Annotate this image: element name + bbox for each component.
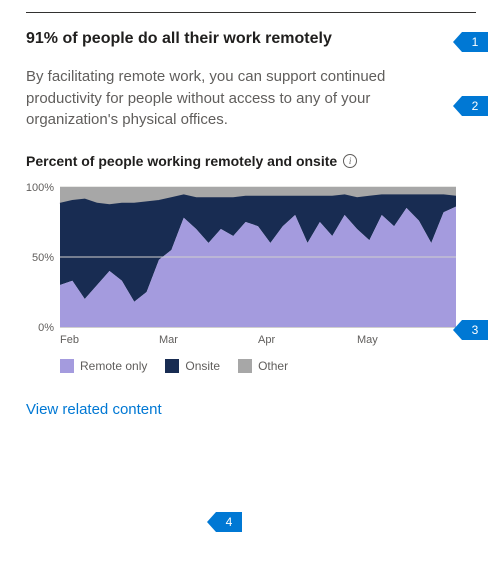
- svg-text:Apr: Apr: [258, 334, 275, 346]
- chart-title-row: Percent of people working remotely and o…: [26, 153, 476, 169]
- legend-swatch: [238, 359, 252, 373]
- description-text: By facilitating remote work, you can sup…: [26, 66, 436, 131]
- chart-svg: 0%50%100%FebMarAprMayJun: [26, 179, 456, 349]
- svg-text:May: May: [357, 334, 378, 346]
- annotation-callout-3: 3: [462, 320, 488, 340]
- svg-text:50%: 50%: [32, 252, 54, 264]
- legend-label: Onsite: [185, 359, 220, 373]
- chart-legend: Remote only Onsite Other: [26, 359, 476, 373]
- annotation-callout-4: 4: [216, 512, 242, 532]
- legend-item: Onsite: [165, 359, 220, 373]
- legend-label: Other: [258, 359, 288, 373]
- annotation-callout-2: 2: [462, 96, 488, 116]
- legend-item: Other: [238, 359, 288, 373]
- svg-text:Feb: Feb: [60, 334, 79, 346]
- svg-text:Mar: Mar: [159, 334, 178, 346]
- annotation-callout-1: 1: [462, 32, 488, 52]
- card-divider: [26, 12, 476, 13]
- area-chart: 0%50%100%FebMarAprMayJun: [26, 179, 456, 349]
- legend-swatch: [60, 359, 74, 373]
- svg-text:100%: 100%: [26, 182, 54, 194]
- chart-title: Percent of people working remotely and o…: [26, 153, 337, 169]
- svg-text:0%: 0%: [38, 322, 54, 334]
- legend-label: Remote only: [80, 359, 147, 373]
- legend-item: Remote only: [60, 359, 147, 373]
- view-related-content-link[interactable]: View related content: [26, 401, 162, 418]
- headline-text: 91% of people do all their work remotely: [26, 29, 476, 50]
- info-icon[interactable]: i: [343, 154, 357, 168]
- legend-swatch: [165, 359, 179, 373]
